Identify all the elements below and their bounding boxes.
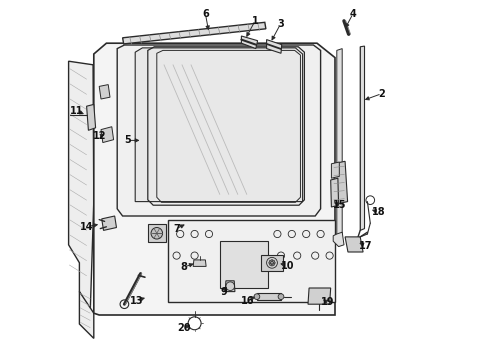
Polygon shape <box>331 162 339 178</box>
Circle shape <box>254 294 260 300</box>
Circle shape <box>278 294 284 300</box>
Text: 20: 20 <box>177 323 191 333</box>
Polygon shape <box>69 61 94 313</box>
Text: 11: 11 <box>70 106 83 116</box>
Polygon shape <box>87 104 96 130</box>
Polygon shape <box>333 161 347 204</box>
Circle shape <box>273 262 275 264</box>
Text: 5: 5 <box>124 135 131 145</box>
Polygon shape <box>261 255 283 271</box>
Text: 7: 7 <box>173 224 180 234</box>
Polygon shape <box>345 237 363 252</box>
Polygon shape <box>360 46 365 230</box>
Text: 15: 15 <box>333 200 346 210</box>
Polygon shape <box>257 293 281 300</box>
Text: 18: 18 <box>372 207 386 217</box>
Text: 14: 14 <box>80 222 94 232</box>
Polygon shape <box>94 43 335 315</box>
Polygon shape <box>242 36 258 49</box>
Text: 4: 4 <box>350 9 356 19</box>
Polygon shape <box>117 45 320 216</box>
Polygon shape <box>148 224 166 242</box>
Text: 19: 19 <box>321 297 335 307</box>
Polygon shape <box>79 292 94 338</box>
Circle shape <box>271 264 273 266</box>
Circle shape <box>269 262 271 264</box>
Polygon shape <box>225 281 235 292</box>
Text: 10: 10 <box>281 261 294 271</box>
Text: 3: 3 <box>277 19 284 30</box>
Text: 17: 17 <box>359 240 372 251</box>
Polygon shape <box>101 127 114 143</box>
Polygon shape <box>99 85 110 99</box>
Text: 13: 13 <box>129 296 143 306</box>
Polygon shape <box>333 232 344 247</box>
Circle shape <box>272 260 274 262</box>
Text: 12: 12 <box>93 131 106 141</box>
Polygon shape <box>122 22 266 44</box>
Text: 9: 9 <box>220 287 227 297</box>
Polygon shape <box>220 241 269 288</box>
Polygon shape <box>135 48 303 202</box>
Text: 1: 1 <box>252 16 258 26</box>
Polygon shape <box>102 216 117 230</box>
Text: 2: 2 <box>378 89 385 99</box>
Polygon shape <box>337 49 342 236</box>
Circle shape <box>271 260 273 262</box>
Text: 8: 8 <box>180 262 187 272</box>
Text: 6: 6 <box>202 9 209 19</box>
Circle shape <box>270 260 271 262</box>
Circle shape <box>272 263 274 265</box>
Polygon shape <box>331 178 339 207</box>
Polygon shape <box>267 40 282 53</box>
Polygon shape <box>168 220 335 302</box>
Polygon shape <box>193 260 206 266</box>
Text: 16: 16 <box>241 296 255 306</box>
Circle shape <box>270 263 271 265</box>
Circle shape <box>151 228 163 239</box>
Polygon shape <box>308 288 331 304</box>
